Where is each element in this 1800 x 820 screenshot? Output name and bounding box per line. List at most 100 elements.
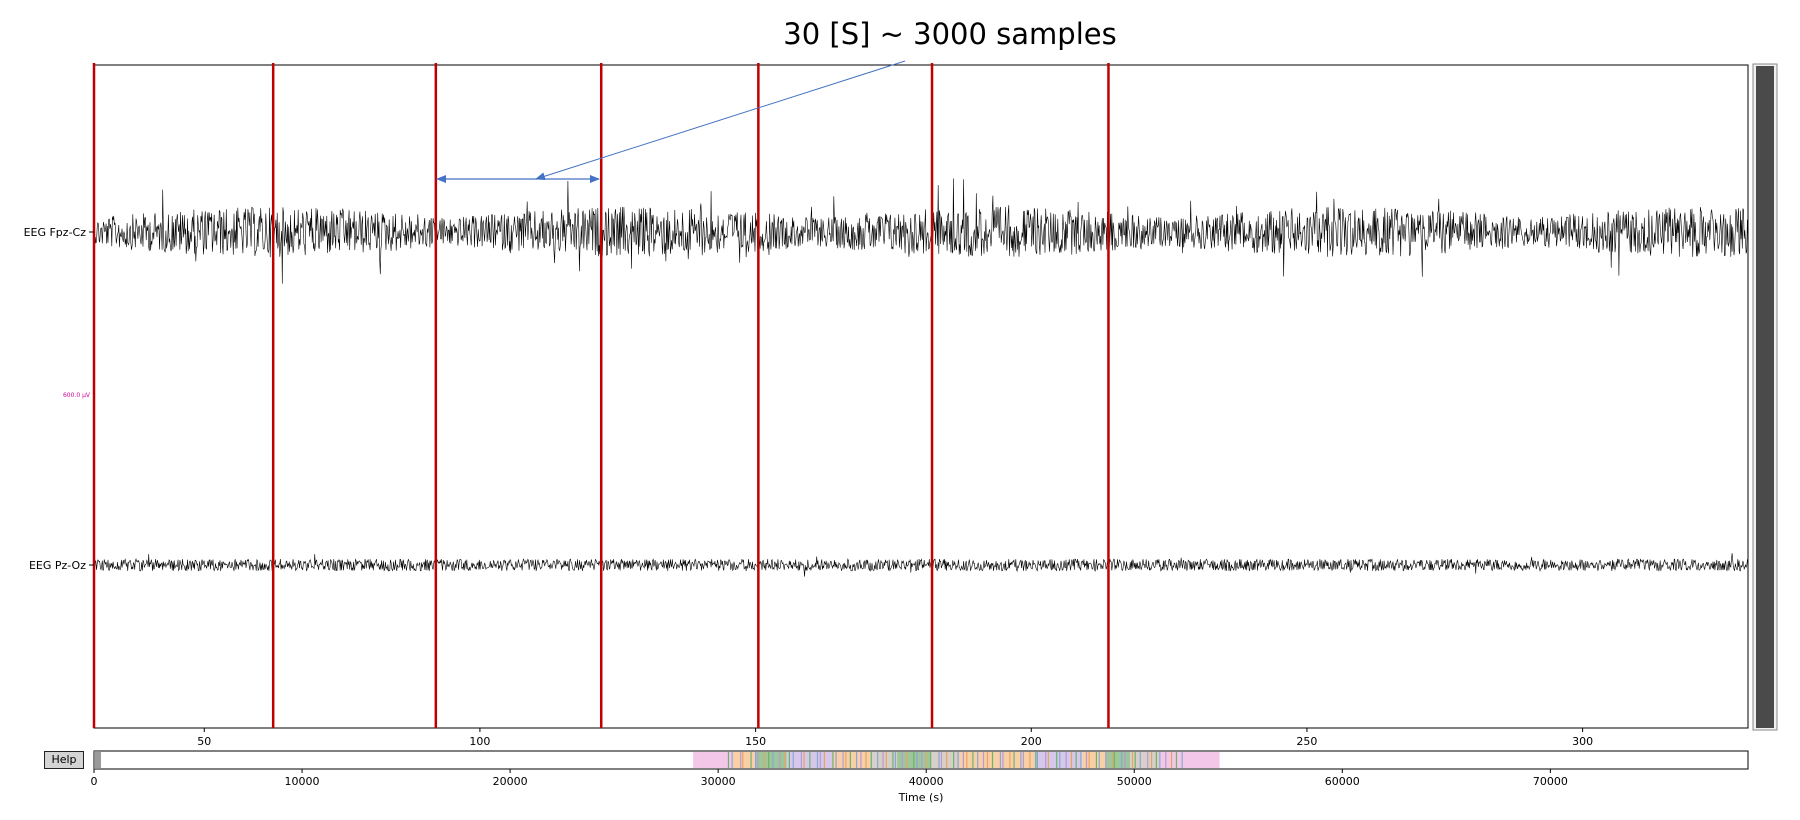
overview-stripe xyxy=(816,752,819,768)
overview-stripe xyxy=(982,752,985,768)
main-plot-frame xyxy=(93,64,1749,729)
overview-stripe xyxy=(913,752,915,768)
overview-stripe xyxy=(938,752,940,768)
overview-xlabel: Time (s) xyxy=(898,791,944,804)
overview-segment xyxy=(732,752,756,768)
overview-stripe xyxy=(755,752,757,768)
overview-stripe xyxy=(1111,752,1114,768)
trace-eeg-fpz-cz xyxy=(93,178,1749,284)
overview-stripe xyxy=(1009,752,1011,768)
overview-stripe xyxy=(1121,752,1123,768)
overview-tick-label: 50000 xyxy=(1117,775,1152,788)
overview-stripe xyxy=(800,752,802,768)
overview-stripe xyxy=(870,752,872,768)
overview-stripe xyxy=(1147,752,1149,768)
overview-stripe xyxy=(930,752,932,768)
overview-stripe xyxy=(823,752,826,768)
overview-stripe xyxy=(1131,752,1134,768)
overview-stripe xyxy=(1134,752,1136,768)
overview-stripe xyxy=(946,752,948,768)
overview-stripe xyxy=(1065,752,1067,768)
overview-tick-label: 70000 xyxy=(1533,775,1568,788)
overview-stripe xyxy=(1098,752,1100,768)
x-tick-label: 100 xyxy=(469,735,490,748)
x-tick-label: 250 xyxy=(1296,735,1317,748)
overview-stripe xyxy=(1002,752,1004,768)
overview-stripe xyxy=(940,752,943,768)
overview-stripe xyxy=(1165,752,1167,768)
overview-tick-label: 30000 xyxy=(701,775,736,788)
overview-stripe xyxy=(972,752,974,768)
scale-label: 600.0 µV xyxy=(63,392,91,399)
overview-stripe xyxy=(1047,752,1049,768)
overview-stripe xyxy=(1095,752,1098,768)
vertical-scrollbar-thumb[interactable] xyxy=(1756,66,1774,728)
overview-stripe xyxy=(784,752,786,768)
overview-stripe xyxy=(925,752,927,768)
overview-stripe xyxy=(768,752,770,768)
overview-tick-label: 0 xyxy=(91,775,98,788)
overview-stripe xyxy=(1029,752,1031,768)
x-tick-label: 300 xyxy=(1572,735,1593,748)
main-x-axis: 50 100 150 200 250 300 xyxy=(197,728,1593,748)
overview-stripe xyxy=(1159,752,1161,768)
x-tick-label: 150 xyxy=(745,735,766,748)
overview-current-view[interactable] xyxy=(94,751,101,769)
overview-stripe xyxy=(962,752,964,768)
overview-stripe xyxy=(1056,752,1058,768)
overview-stripe xyxy=(1070,752,1073,768)
overview-segment xyxy=(1130,752,1160,768)
overview-segment xyxy=(832,752,871,768)
epoch-lines-group xyxy=(92,63,1110,728)
overview-stripe xyxy=(966,752,968,768)
annotation-title: 30 [S] ~ 3000 samples xyxy=(783,17,1116,51)
x-tick-label: 50 xyxy=(197,735,211,748)
overview-stripe xyxy=(809,752,811,768)
overview-segment xyxy=(930,752,960,768)
overview-stripe xyxy=(953,752,955,768)
overview-stripe xyxy=(772,752,774,768)
overview-stripe xyxy=(865,752,867,768)
overview-stripe xyxy=(1020,752,1022,768)
overview-tick-label: 10000 xyxy=(285,775,320,788)
overview-stripe xyxy=(845,752,847,768)
overview-stripe xyxy=(885,752,887,768)
channel-labels: EEG Fpz-Cz EEG Pz-Oz xyxy=(24,226,94,572)
overview-stripe xyxy=(860,752,862,768)
overview-stripe xyxy=(1075,752,1077,768)
overview-stripe xyxy=(792,752,794,768)
overview-stripe xyxy=(832,752,834,768)
channel-label: EEG Pz-Oz xyxy=(29,559,86,572)
overview-stripe xyxy=(1088,752,1090,768)
overview-stripe xyxy=(977,752,979,768)
overview-stripe xyxy=(905,752,908,768)
overview-stripe xyxy=(1150,752,1153,768)
overview-stripe xyxy=(1036,752,1039,768)
overview-stripe xyxy=(1013,752,1015,768)
help-button[interactable]: Help xyxy=(44,751,84,769)
overview-stripe xyxy=(882,752,884,768)
overview-tick-label: 60000 xyxy=(1325,775,1360,788)
overview-segments-group xyxy=(693,752,1220,768)
overview-stripe xyxy=(999,752,1002,768)
overview-stripe xyxy=(877,752,879,768)
overview-stripe xyxy=(763,752,765,768)
overview-segment xyxy=(755,752,787,768)
overview-stripe xyxy=(835,752,837,768)
traces-group xyxy=(93,178,1749,577)
overview-stripe xyxy=(757,752,759,768)
overview-stripe xyxy=(921,752,923,768)
overview-stripe xyxy=(892,752,894,768)
overview-stripe xyxy=(901,752,903,768)
overview-stripe xyxy=(819,752,821,768)
overview-stripe xyxy=(991,752,994,768)
overview-stripe xyxy=(779,752,781,768)
overview-tick-label: 20000 xyxy=(493,775,528,788)
channel-label: EEG Fpz-Cz xyxy=(24,226,87,239)
overview-stripe xyxy=(1080,752,1082,768)
overview-stripe xyxy=(1105,752,1107,768)
overview-segment xyxy=(1105,752,1131,768)
overview-stripe xyxy=(1139,752,1141,768)
